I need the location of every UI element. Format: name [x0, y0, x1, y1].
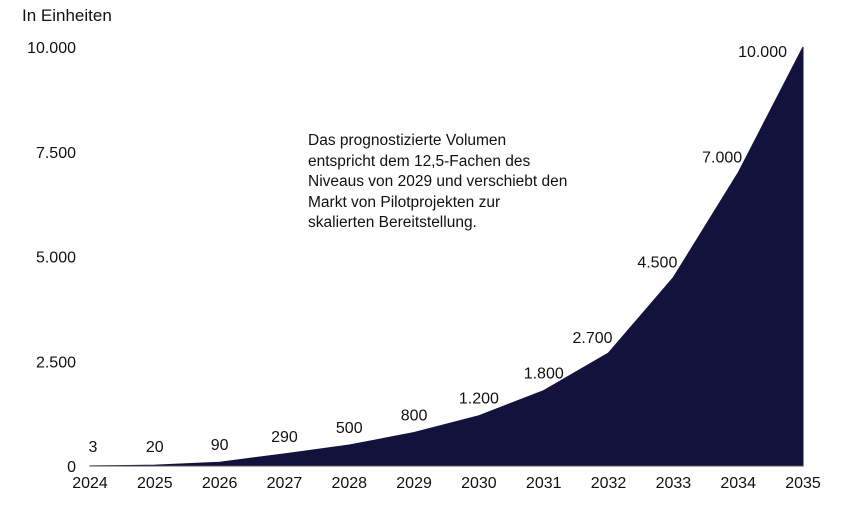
area-layer [89, 46, 804, 467]
data-label: 1.800 [524, 366, 564, 383]
annotation-line: Das prognostizierte Volumen [308, 132, 507, 149]
x-tick-label: 2034 [720, 475, 756, 492]
x-tick-label: 2028 [331, 475, 367, 492]
x-tick-label: 2035 [785, 475, 821, 492]
data-label: 7.000 [702, 150, 742, 167]
data-label: 10.000 [738, 44, 787, 61]
y-tick-label: 0 [67, 459, 76, 476]
x-tick-label: 2024 [72, 475, 108, 492]
y-tick-label: 10.000 [27, 40, 76, 57]
annotation-line: entspricht dem 12,5-Fachen des [308, 152, 531, 170]
x-axis-ticks: 2024 2025 2026 2027 2028 2029 2030 2031 2032 2033… [72, 475, 821, 492]
x-tick-label: 2032 [591, 475, 627, 492]
x-tick-label: 2030 [461, 475, 497, 492]
data-label: 1.200 [459, 391, 499, 408]
data-labels: 3 20 90 290 500 800 1.200 1.800 2.700 4.500 7.000 1… [89, 44, 788, 456]
data-label: 4.500 [637, 254, 677, 271]
x-tick-label: 2029 [396, 475, 432, 492]
area-series [89, 46, 804, 467]
x-tick-label: 2027 [267, 475, 303, 492]
annotation-line: skalierten Bereitstellung. [308, 214, 477, 231]
y-tick-label: 5.000 [36, 250, 76, 267]
x-tick-label: 2031 [526, 475, 562, 492]
data-label: 3 [89, 439, 98, 456]
data-label: 90 [211, 437, 229, 454]
y-tick-label: 7.500 [36, 145, 76, 162]
annotation-line: Niveaus von 2029 und verschiebt den [308, 173, 568, 190]
data-label: 20 [146, 439, 164, 456]
data-label: 500 [336, 420, 363, 437]
data-label: 2.700 [572, 330, 612, 347]
data-label: 290 [271, 429, 298, 446]
data-label: 800 [401, 407, 428, 424]
chart-annotation: Das prognostizierte Volumen entspricht d… [308, 131, 608, 234]
y-axis-ticks: 0 2.500 5.000 7.500 10.000 [27, 40, 76, 476]
x-tick-label: 2033 [656, 475, 692, 492]
x-tick-label: 2026 [202, 475, 238, 492]
x-tick-label: 2025 [137, 475, 173, 492]
y-tick-label: 2.500 [36, 354, 76, 371]
annotation-line: Markt von Pilotprojekten zur [308, 193, 501, 211]
y-unit-label: In Einheiten [22, 6, 112, 25]
